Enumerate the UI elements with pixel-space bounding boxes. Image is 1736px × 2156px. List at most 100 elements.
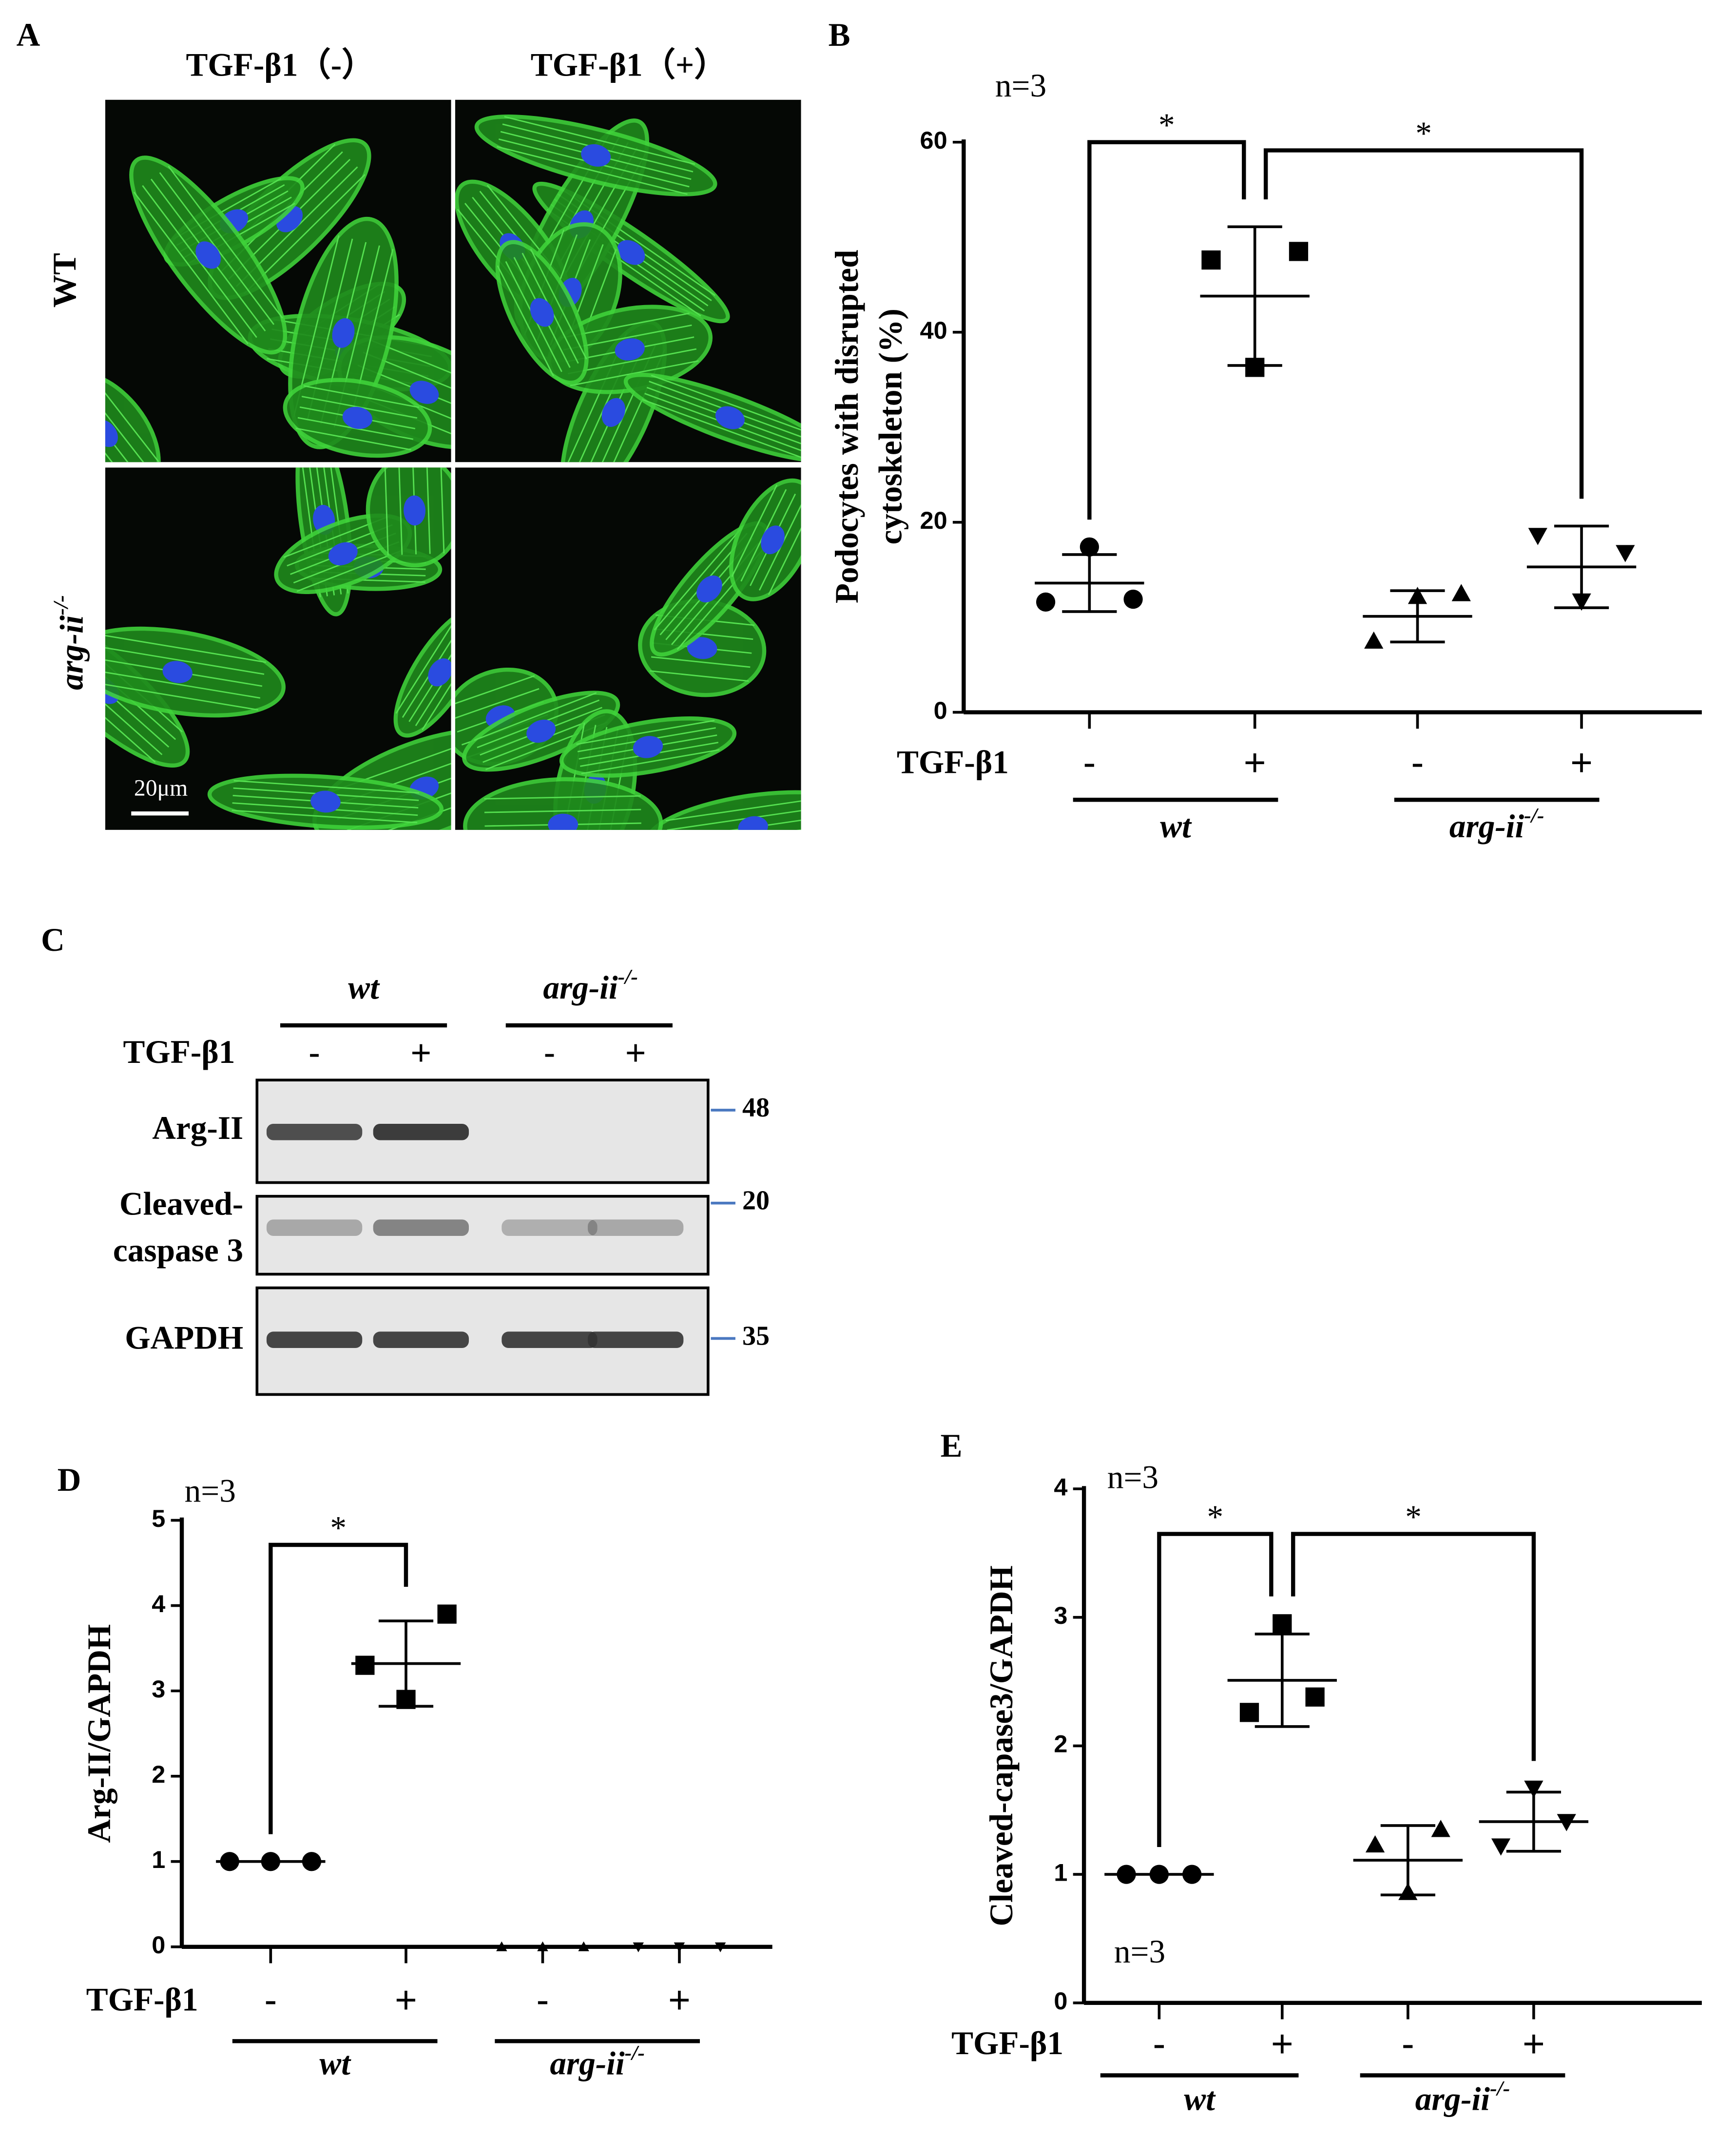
point: [1123, 589, 1143, 609]
group-label-main: arg-ii: [550, 2045, 625, 2082]
point: [1305, 1687, 1325, 1707]
nucleus: [633, 736, 663, 758]
fiber: [504, 116, 695, 165]
point: [1616, 545, 1635, 562]
y-tick-label: 5: [152, 1504, 165, 1532]
x-tick-label: +: [1271, 2022, 1293, 2065]
fiber: [567, 348, 697, 375]
fiber: [296, 549, 403, 592]
group-label-main: wt: [348, 969, 380, 1006]
annotation: n=3: [1107, 1459, 1158, 1496]
row-label-main: arg-ii: [54, 615, 90, 690]
group-label: arg-ii-/-: [1415, 2077, 1510, 2118]
error-bar: [1506, 1790, 1561, 1853]
nucleus: [687, 637, 717, 659]
cells: [455, 115, 801, 462]
y-tick-label: 1: [152, 1846, 165, 1873]
fiber: [295, 427, 411, 451]
fiber: [368, 338, 451, 394]
fiber: [485, 837, 641, 840]
group-label-main: arg-ii: [1415, 2081, 1490, 2118]
fiber: [485, 850, 642, 853]
band: [266, 1123, 363, 1140]
group-label: arg-ii-/-: [550, 2041, 645, 2082]
nucleus: [328, 542, 358, 566]
row-label-main: WT: [47, 253, 83, 308]
band: [373, 1123, 469, 1140]
treatment-label: TGF-β1: [123, 1034, 235, 1070]
band: [266, 1331, 363, 1348]
nucleus: [332, 318, 355, 348]
error-bar: [1062, 553, 1117, 613]
fiber: [455, 675, 535, 707]
fiber: [650, 670, 749, 682]
group-label: wt: [319, 2045, 351, 2082]
fiber: [651, 374, 801, 437]
treatment: +: [625, 1033, 646, 1073]
fiber: [440, 467, 445, 554]
nucleus: [761, 525, 785, 555]
significance-bracket: [1291, 1532, 1536, 1761]
nucleus: [310, 790, 341, 813]
significance-label: *: [1405, 1499, 1422, 1535]
nucleus: [715, 406, 745, 429]
point: [355, 1656, 375, 1675]
fiber: [105, 681, 259, 711]
group-label-sup: -/-: [1524, 804, 1544, 828]
fiber: [303, 385, 420, 408]
group-label-sup: -/-: [1490, 2077, 1510, 2100]
x-tick-label: -: [1153, 2022, 1165, 2065]
nucleus: [617, 240, 645, 265]
x-tick-label: -: [1402, 2022, 1414, 2065]
fiber: [581, 749, 720, 774]
fiber: [665, 795, 801, 822]
point: [1491, 1838, 1511, 1856]
fiber: [484, 795, 641, 800]
fiber: [651, 656, 751, 668]
fiber: [484, 808, 641, 813]
blot: [255, 1078, 710, 1184]
y-tick-label: 2: [152, 1760, 165, 1788]
fiber: [231, 809, 418, 824]
y-axis-label: cytoskeleton (%): [872, 308, 909, 544]
point: [1364, 631, 1384, 649]
fiber: [455, 688, 540, 720]
significance-label: *: [330, 1509, 347, 1546]
fiber: [168, 166, 283, 319]
nucleus: [526, 719, 556, 743]
y-tick-label: 0: [152, 1931, 165, 1959]
point: [1080, 537, 1099, 557]
fiber: [671, 834, 841, 858]
significance-bracket: [1087, 140, 1246, 520]
fiber: [384, 467, 389, 556]
marker-label: 35: [742, 1321, 770, 1351]
point: [1524, 1780, 1543, 1798]
band: [588, 1219, 684, 1236]
x-tick-label: +: [1244, 741, 1266, 784]
annotation: n=3: [185, 1473, 236, 1509]
significance-bracket: [1157, 1532, 1273, 1847]
fiber: [654, 528, 742, 631]
fiber: [576, 720, 715, 745]
treatment: +: [411, 1033, 432, 1073]
column-label: TGF-β1（-）: [186, 47, 375, 83]
point: [1036, 592, 1056, 612]
annotation: n=3: [995, 67, 1046, 104]
y-tick-label: 4: [1054, 1473, 1067, 1501]
fiber: [642, 399, 801, 461]
y-tick-label: 20: [920, 506, 947, 534]
row-label: arg-ii-/-: [49, 595, 90, 690]
band: [373, 1219, 469, 1236]
blot-label: Cleaved-: [119, 1186, 243, 1222]
y-tick-label: 3: [152, 1675, 165, 1703]
point: [1528, 528, 1547, 545]
treatment-label: TGF-β1: [897, 744, 1009, 780]
y-axis-label: Podocytes with disrupted: [829, 250, 865, 603]
blot-label: Arg-II: [152, 1110, 243, 1146]
treatment: -: [543, 1033, 555, 1073]
column-label: TGF-β1（+）: [531, 47, 727, 83]
x-tick-label: +: [668, 1979, 691, 2021]
cells: [455, 478, 841, 858]
treatment: -: [309, 1033, 320, 1073]
